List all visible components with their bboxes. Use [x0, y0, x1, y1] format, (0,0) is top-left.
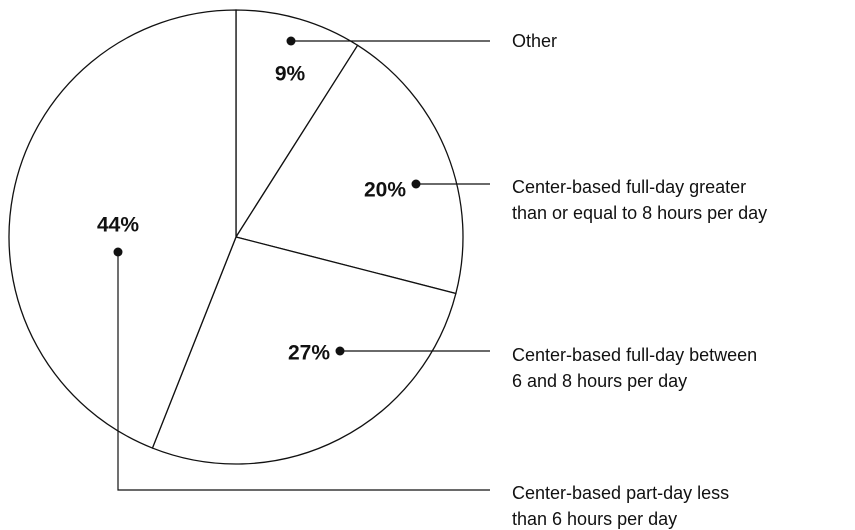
- pie-slice: [8, 9, 237, 449]
- percent-label: 27%: [288, 342, 330, 365]
- percent-label: 20%: [364, 179, 406, 202]
- percent-label: 9%: [275, 63, 306, 86]
- leader-dot: [286, 36, 296, 46]
- slice-label: Center-based full-day greater: [512, 177, 746, 197]
- pie-slice: [235, 9, 359, 240]
- slice-label: Center-based part-day less: [512, 483, 729, 503]
- slice-label: than 6 hours per day: [512, 509, 677, 529]
- slice-label: Center-based full-day between: [512, 345, 757, 365]
- slice-label: 6 and 8 hours per day: [512, 371, 687, 391]
- leader-line: [117, 252, 490, 491]
- pie-slice: [234, 44, 464, 295]
- pie-slice: [151, 236, 457, 465]
- leader-dot: [113, 247, 123, 257]
- slice-label: Other: [512, 31, 557, 51]
- leader-dot: [411, 179, 421, 189]
- percent-label: 44%: [97, 214, 139, 237]
- slice-label: than or equal to 8 hours per day: [512, 203, 767, 223]
- leader-dot: [335, 346, 345, 356]
